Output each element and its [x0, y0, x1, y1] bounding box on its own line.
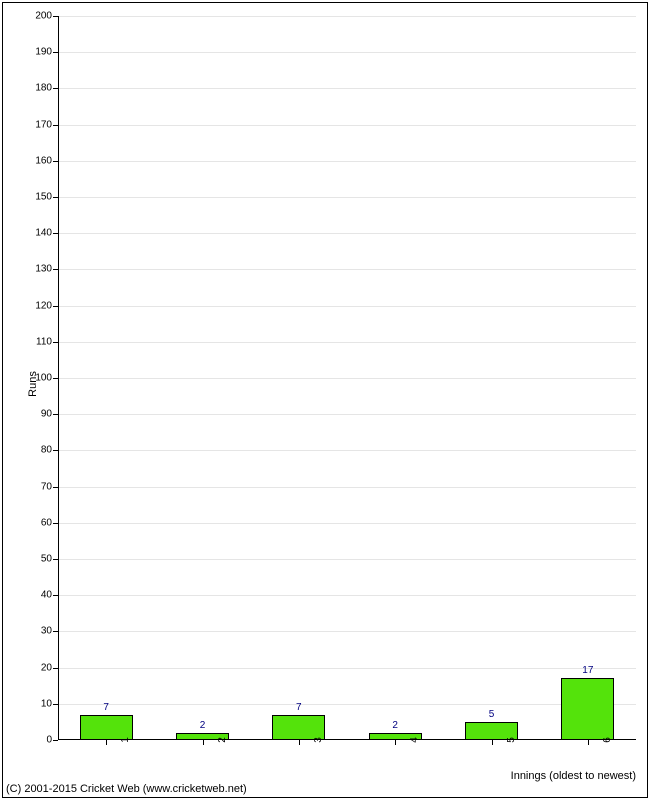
gridline: [58, 414, 636, 415]
gridline: [58, 450, 636, 451]
gridline: [58, 342, 636, 343]
x-tick-label: 3: [299, 737, 324, 743]
y-tick-label: 50: [41, 554, 58, 565]
y-tick-label: 140: [35, 228, 58, 239]
y-tick-label: 190: [35, 47, 58, 58]
y-axis-line: [58, 16, 59, 740]
bar: [561, 678, 614, 740]
bar-value-label: 7: [103, 702, 109, 713]
gridline: [58, 704, 636, 705]
x-axis-title: Innings (oldest to newest): [511, 770, 636, 782]
bar-value-label: 2: [200, 720, 206, 731]
gridline: [58, 269, 636, 270]
y-tick-label: 40: [41, 590, 58, 601]
copyright-text: (C) 2001-2015 Cricket Web (www.cricketwe…: [6, 783, 247, 795]
x-tick-label: 6: [588, 737, 613, 743]
gridline: [58, 595, 636, 596]
y-tick-label: 130: [35, 264, 58, 275]
y-tick-label: 60: [41, 517, 58, 528]
y-tick-label: 180: [35, 83, 58, 94]
gridline: [58, 306, 636, 307]
gridline: [58, 668, 636, 669]
gridline: [58, 559, 636, 560]
bar-value-label: 5: [489, 709, 495, 720]
gridline: [58, 161, 636, 162]
x-axis-line: [58, 739, 636, 740]
gridline: [58, 197, 636, 198]
gridline: [58, 52, 636, 53]
bar-value-label: 7: [296, 702, 302, 713]
x-tick-label: 2: [203, 737, 228, 743]
x-tick-label: 5: [492, 737, 517, 743]
y-tick-label: 90: [41, 409, 58, 420]
y-tick-label: 150: [35, 192, 58, 203]
y-tick-label: 200: [35, 11, 58, 22]
gridline: [58, 378, 636, 379]
x-tick-label: 1: [106, 737, 131, 743]
y-tick-label: 30: [41, 626, 58, 637]
gridline: [58, 631, 636, 632]
y-tick-label: 80: [41, 445, 58, 456]
plot-area: 0102030405060708090100110120130140150160…: [58, 16, 636, 740]
x-tick-label: 4: [395, 737, 420, 743]
y-tick-label: 110: [36, 336, 58, 347]
y-tick-label: 160: [35, 155, 58, 166]
y-tick-label: 20: [41, 662, 58, 673]
gridline: [58, 16, 636, 17]
gridline: [58, 233, 636, 234]
y-tick-label: 0: [46, 735, 58, 746]
bar-value-label: 17: [582, 665, 593, 676]
gridline: [58, 487, 636, 488]
y-tick-label: 120: [35, 300, 58, 311]
y-axis-title: Runs: [27, 371, 39, 397]
bar-value-label: 2: [392, 720, 398, 731]
y-tick-label: 10: [41, 698, 58, 709]
gridline: [58, 88, 636, 89]
y-tick-label: 70: [41, 481, 58, 492]
gridline: [58, 523, 636, 524]
gridline: [58, 125, 636, 126]
y-tick-label: 170: [35, 119, 58, 130]
